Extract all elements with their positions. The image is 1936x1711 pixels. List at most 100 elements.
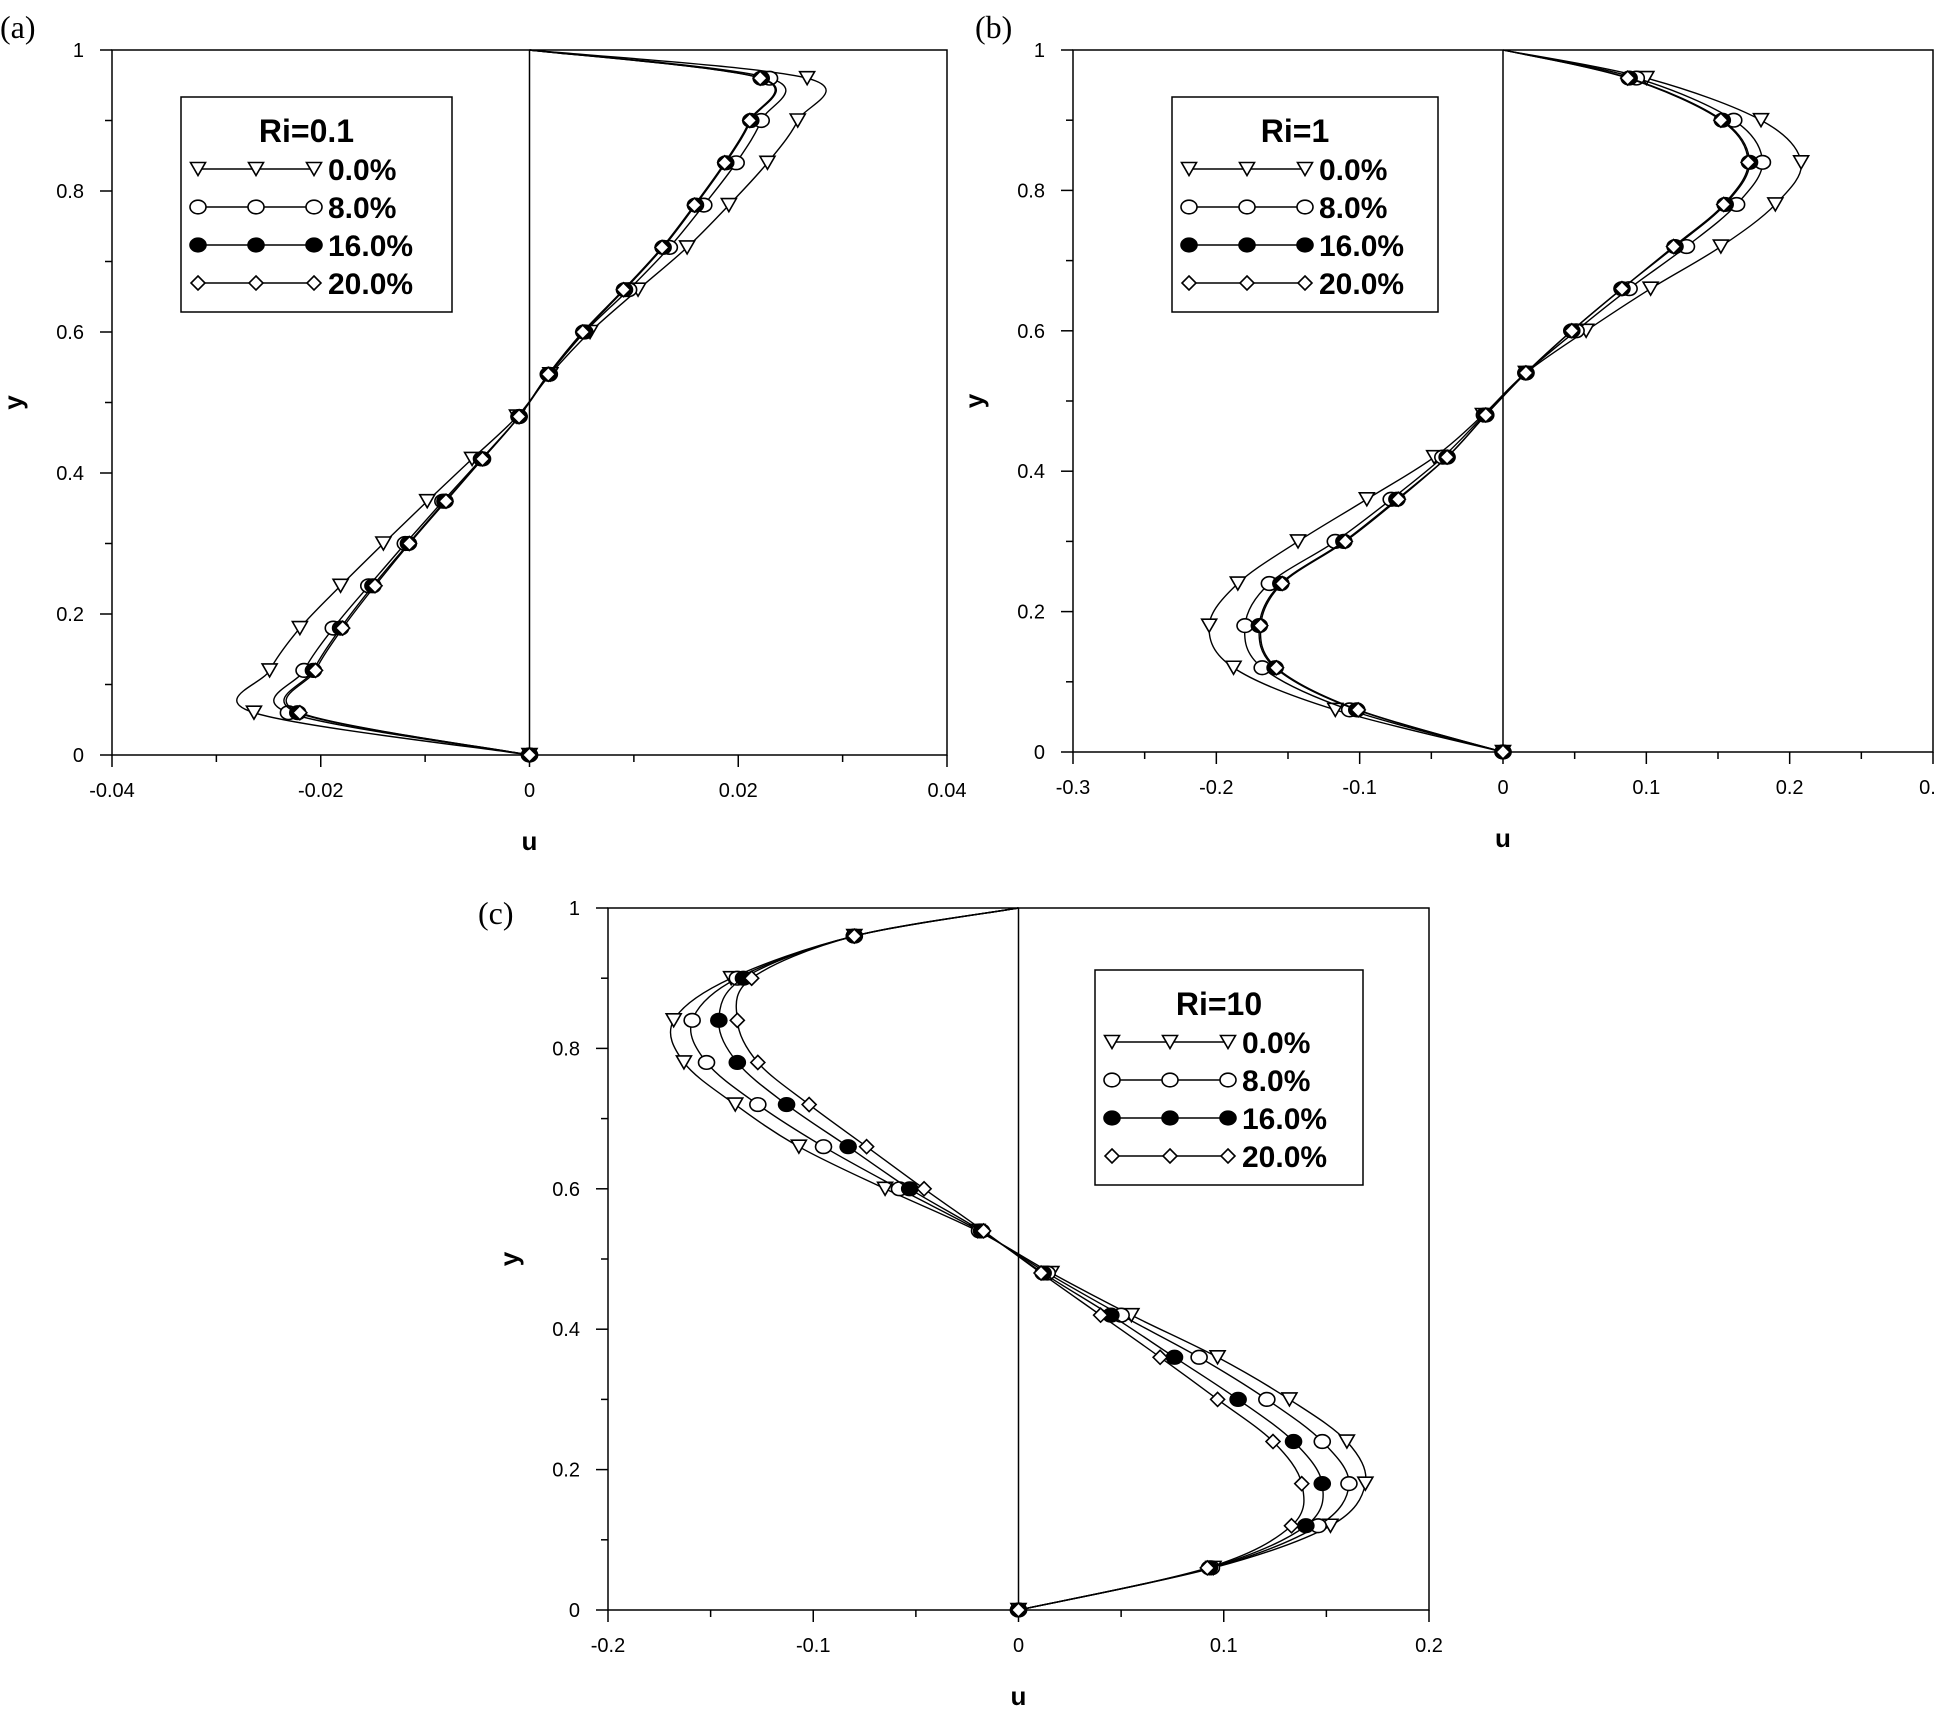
x-tick-label: 0.04 bbox=[928, 780, 967, 802]
legend-marker bbox=[1238, 274, 1256, 292]
data-point bbox=[697, 1054, 716, 1071]
data-point bbox=[1563, 322, 1580, 339]
data-point bbox=[1228, 576, 1247, 592]
legend-entry-label: 16.0% bbox=[1319, 230, 1404, 263]
data-point bbox=[260, 663, 279, 679]
legend-entry-label: 8.0% bbox=[1242, 1065, 1310, 1098]
data-point bbox=[366, 577, 384, 594]
data-point bbox=[726, 1097, 745, 1113]
data-point bbox=[789, 1139, 808, 1155]
data-point bbox=[331, 578, 350, 594]
series-line bbox=[735, 907, 1305, 1611]
data-point bbox=[777, 1096, 796, 1113]
legend-marker bbox=[247, 199, 265, 215]
data-point bbox=[1289, 534, 1307, 550]
data-point bbox=[752, 70, 769, 87]
legend-entry-label: 0.0% bbox=[328, 154, 396, 187]
data-point bbox=[1641, 281, 1660, 297]
x-tick-label: -0.3 bbox=[1056, 777, 1090, 799]
data-point bbox=[418, 493, 437, 510]
data-point bbox=[307, 662, 324, 679]
legend-marker bbox=[1219, 1110, 1237, 1126]
data-point bbox=[675, 1055, 693, 1071]
data-point bbox=[678, 240, 696, 256]
data-point bbox=[915, 1180, 933, 1197]
data-point bbox=[846, 927, 863, 945]
x-tick-label: 0.02 bbox=[719, 780, 758, 802]
data-point bbox=[1258, 1391, 1276, 1407]
legend-marker bbox=[189, 237, 207, 253]
y-tick-label: 0.4 bbox=[552, 1319, 580, 1341]
x-tick-label: 0.2 bbox=[1415, 1635, 1443, 1657]
legend-marker bbox=[189, 161, 207, 178]
legend-marker bbox=[1238, 237, 1256, 253]
data-point bbox=[1284, 1433, 1303, 1450]
data-point bbox=[1438, 449, 1456, 466]
data-point bbox=[1711, 239, 1730, 255]
data-point bbox=[1274, 575, 1291, 592]
legend-marker bbox=[189, 199, 207, 215]
data-point bbox=[1190, 1349, 1208, 1365]
data-point bbox=[574, 323, 591, 341]
legend-marker bbox=[305, 274, 323, 292]
data-point bbox=[1665, 238, 1682, 255]
data-point bbox=[291, 704, 309, 721]
data-point bbox=[1390, 491, 1407, 508]
panel-0: (a) -0.04 -0.02 0 0.02 0.04 0 0.2 0.4 0.6 0.8 1 u y Ri… bbox=[0, 9, 966, 856]
data-point bbox=[1283, 1517, 1300, 1534]
data-point bbox=[1494, 743, 1512, 761]
series-line bbox=[1259, 49, 1749, 753]
legend-marker bbox=[1238, 161, 1256, 178]
data-point bbox=[758, 155, 777, 171]
legend-title: Ri=10 bbox=[1176, 986, 1262, 1022]
legend-entry-label: 0.0% bbox=[1242, 1027, 1310, 1060]
data-point bbox=[1613, 280, 1631, 297]
data-point bbox=[1200, 618, 1219, 634]
legend: Ri=10 0.0% 8.0% 16.0% 20.0% bbox=[1094, 969, 1364, 1186]
data-point bbox=[474, 450, 491, 468]
x-tick-label: 0.3 bbox=[1919, 777, 1936, 799]
legend-marker bbox=[1296, 237, 1314, 253]
legend: Ri=1 0.0% 8.0% 16.0% 20.0% bbox=[1171, 96, 1439, 313]
y-axis-label: y bbox=[0, 395, 28, 410]
panel-label: (a) bbox=[0, 9, 36, 45]
y-tick-label: 0 bbox=[569, 1600, 580, 1622]
data-point bbox=[1209, 1391, 1226, 1408]
y-tick-label: 1 bbox=[73, 40, 84, 62]
data-point bbox=[615, 281, 632, 298]
y-tick-label: 0.4 bbox=[1017, 461, 1045, 483]
data-point bbox=[749, 1096, 767, 1113]
y-tick-label: 0.8 bbox=[56, 181, 84, 203]
series-3 bbox=[729, 907, 1310, 1619]
x-axis-label: u bbox=[1495, 823, 1511, 853]
legend-entry-label: 8.0% bbox=[328, 192, 396, 225]
data-point bbox=[1313, 1433, 1332, 1450]
legend-marker bbox=[1161, 1110, 1179, 1126]
data-point bbox=[728, 1054, 747, 1071]
legend-marker bbox=[1161, 1147, 1179, 1165]
x-tick-label: -0.2 bbox=[1199, 777, 1233, 799]
data-point bbox=[710, 1012, 728, 1028]
y-tick-label: 0.8 bbox=[1017, 180, 1045, 202]
data-point bbox=[1752, 112, 1770, 129]
data-point bbox=[1477, 406, 1494, 424]
legend-title: Ri=1 bbox=[1261, 113, 1329, 149]
data-point bbox=[1357, 491, 1376, 508]
legend-marker bbox=[305, 161, 323, 178]
legend-marker bbox=[189, 274, 207, 292]
data-point bbox=[686, 196, 703, 214]
legend-marker bbox=[1180, 274, 1198, 292]
data-point bbox=[741, 112, 758, 129]
series-3 bbox=[285, 49, 776, 764]
legend: Ri=0.1 0.0% 8.0% 16.0% 20.0% bbox=[180, 96, 453, 313]
data-point bbox=[437, 493, 455, 510]
legend-marker bbox=[247, 161, 265, 178]
y-tick-label: 0 bbox=[73, 745, 84, 767]
data-point bbox=[1199, 1559, 1216, 1577]
data-point bbox=[1010, 1601, 1027, 1619]
data-point bbox=[245, 705, 263, 721]
series-3 bbox=[1252, 49, 1757, 761]
data-point bbox=[1356, 1476, 1375, 1492]
data-point bbox=[290, 620, 309, 637]
data-point bbox=[510, 408, 528, 425]
